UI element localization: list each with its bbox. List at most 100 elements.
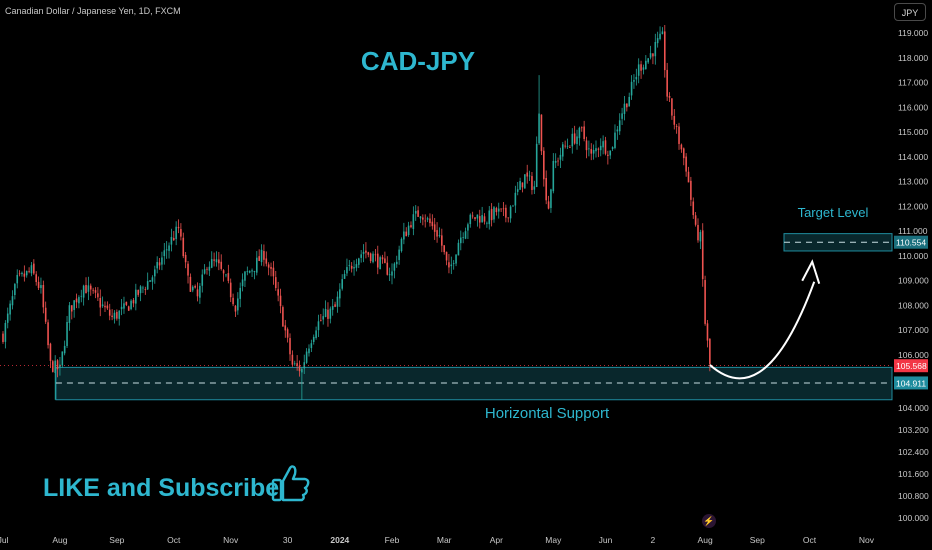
axes: 119.000 118.000 117.000 116.000 115.000 114.0… [0, 28, 929, 545]
candle-body [234, 305, 237, 312]
candle-body [656, 38, 659, 44]
candle-body [692, 201, 695, 216]
candle-body [701, 230, 704, 280]
candle-body [369, 253, 372, 262]
y-tick-label: 110.000 [898, 251, 928, 261]
y-tick-label: 118.000 [898, 53, 928, 63]
candle-body [512, 205, 514, 207]
candle-body [277, 289, 279, 296]
candle-body [9, 303, 11, 315]
candle-body [474, 217, 476, 220]
candle-body [327, 309, 329, 319]
candle-body [182, 237, 185, 257]
support-label: Horizontal Support [485, 405, 610, 422]
candle-body [469, 214, 472, 225]
candle-body [457, 242, 460, 256]
candle-body [343, 273, 346, 279]
candle-body [580, 127, 583, 129]
candle-body [554, 161, 557, 163]
candle-body [172, 237, 175, 241]
candle-body [509, 206, 512, 219]
lightning-icon[interactable]: ⚡ [702, 514, 716, 528]
candle-body [417, 210, 419, 217]
candle-body [40, 285, 42, 289]
y-tick-label: 109.000 [898, 276, 929, 286]
candle-body [108, 309, 111, 316]
x-tick-label: 2024 [330, 535, 349, 545]
candle-body [191, 286, 194, 291]
candle-body [573, 133, 576, 144]
target-label: Target Level [798, 205, 869, 220]
candle-body [592, 150, 595, 154]
y-tick-label: 102.400 [898, 447, 929, 457]
candle-body [384, 258, 386, 264]
candle-body [85, 284, 87, 294]
candle-body [386, 262, 389, 275]
x-tick-label: 2 [651, 535, 656, 545]
candle-body [490, 208, 493, 221]
candle-body [6, 313, 9, 323]
candle-body [315, 330, 317, 339]
candle-body [137, 289, 140, 295]
candle-body [478, 216, 481, 223]
candle-body [301, 368, 303, 373]
candle-body [450, 264, 453, 267]
candle-body [360, 254, 362, 258]
support-zone [55, 366, 893, 401]
candle-body [547, 201, 550, 209]
candle-body [260, 249, 263, 263]
candle-body [611, 147, 614, 149]
candle-body [229, 282, 232, 298]
candle-body [274, 277, 277, 288]
candle-body [540, 114, 543, 152]
y-tick-label: 100.800 [898, 491, 929, 501]
candle-body [678, 126, 680, 144]
candle-body [464, 231, 467, 239]
candle-body [476, 214, 479, 219]
symbol-label: Canadian Dollar / Japanese Yen, 1D, FXCM [5, 6, 181, 16]
candle-body [97, 293, 99, 298]
candle-body [426, 218, 429, 220]
candle-body [341, 279, 343, 289]
candle-body [270, 266, 272, 269]
candle-body [293, 363, 296, 365]
support-price-label-box [894, 376, 928, 390]
candle-body [331, 306, 334, 310]
candle-body [106, 305, 109, 309]
candle-body [694, 215, 697, 225]
candle-body [158, 262, 161, 266]
candle-body [291, 354, 294, 365]
candle-body [170, 236, 173, 245]
arrow-head [801, 259, 821, 285]
candle-body [194, 285, 196, 288]
projection-curve [709, 281, 816, 380]
candle-body [199, 285, 201, 298]
candle-body [374, 254, 377, 256]
y-tick-label: 103.200 [898, 425, 929, 435]
candle-body [187, 263, 189, 276]
candle-body [4, 322, 7, 342]
annotations: CAD-JPY LIKE and Subscribe [0, 46, 892, 502]
candle-body [21, 272, 23, 275]
x-tick-label: Nov [859, 535, 875, 545]
candle-body [671, 98, 673, 116]
candle-body [626, 103, 628, 108]
candle-body [569, 147, 571, 148]
candle-body [213, 259, 215, 261]
candle-body [500, 208, 502, 210]
candle-body [222, 270, 225, 274]
candle-body [218, 259, 220, 264]
candle-body [355, 264, 358, 268]
candle-body [320, 319, 322, 321]
candle-body [289, 338, 291, 355]
candle-body [488, 210, 491, 225]
y-tick-label: 119.000 [898, 28, 928, 38]
candle-body [616, 129, 619, 132]
candle-body [403, 231, 405, 240]
candle-body [127, 306, 130, 311]
x-tick-label: Aug [698, 535, 713, 545]
candle-body [543, 150, 545, 180]
candle-body [350, 265, 353, 269]
currency-button[interactable]: JPY [894, 3, 926, 21]
